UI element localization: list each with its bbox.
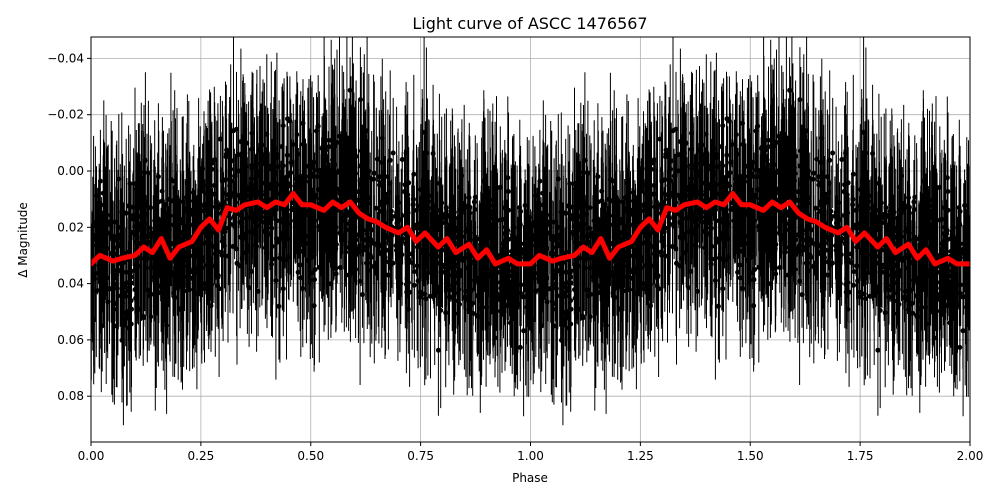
- y-tick-label: 0.00: [57, 164, 84, 178]
- x-axis-label: Phase: [512, 471, 548, 485]
- y-tick-label: −0.02: [47, 108, 84, 122]
- y-axis-ticks: −0.04 −0.02 0.00 0.02 0.04 0.06 0.08: [47, 51, 91, 403]
- x-tick-label: 1.25: [627, 449, 654, 463]
- model-curve: [91, 191, 970, 267]
- y-tick-label: −0.04: [47, 51, 84, 65]
- chart-title: Light curve of ASCC 1476567: [412, 14, 647, 33]
- x-tick-label: 1.75: [847, 449, 874, 463]
- x-tick-label: 0.50: [297, 449, 324, 463]
- x-tick-label: 0.75: [407, 449, 434, 463]
- y-tick-label: 0.02: [57, 220, 84, 234]
- x-tick-label: 0.00: [78, 449, 105, 463]
- y-tick-label: 0.06: [57, 333, 84, 347]
- x-tick-label: 0.25: [188, 449, 215, 463]
- y-tick-label: 0.04: [57, 277, 84, 291]
- x-axis-ticks: 0.00 0.25 0.50 0.75 1.00 1.25 1.50 1.75 2.00: [78, 442, 984, 463]
- y-axis-label: Δ Magnitude: [16, 202, 30, 278]
- x-tick-label: 2.00: [957, 449, 984, 463]
- x-tick-label: 1.00: [517, 449, 544, 463]
- y-tick-label: 0.08: [57, 389, 84, 403]
- x-tick-label: 1.50: [737, 449, 764, 463]
